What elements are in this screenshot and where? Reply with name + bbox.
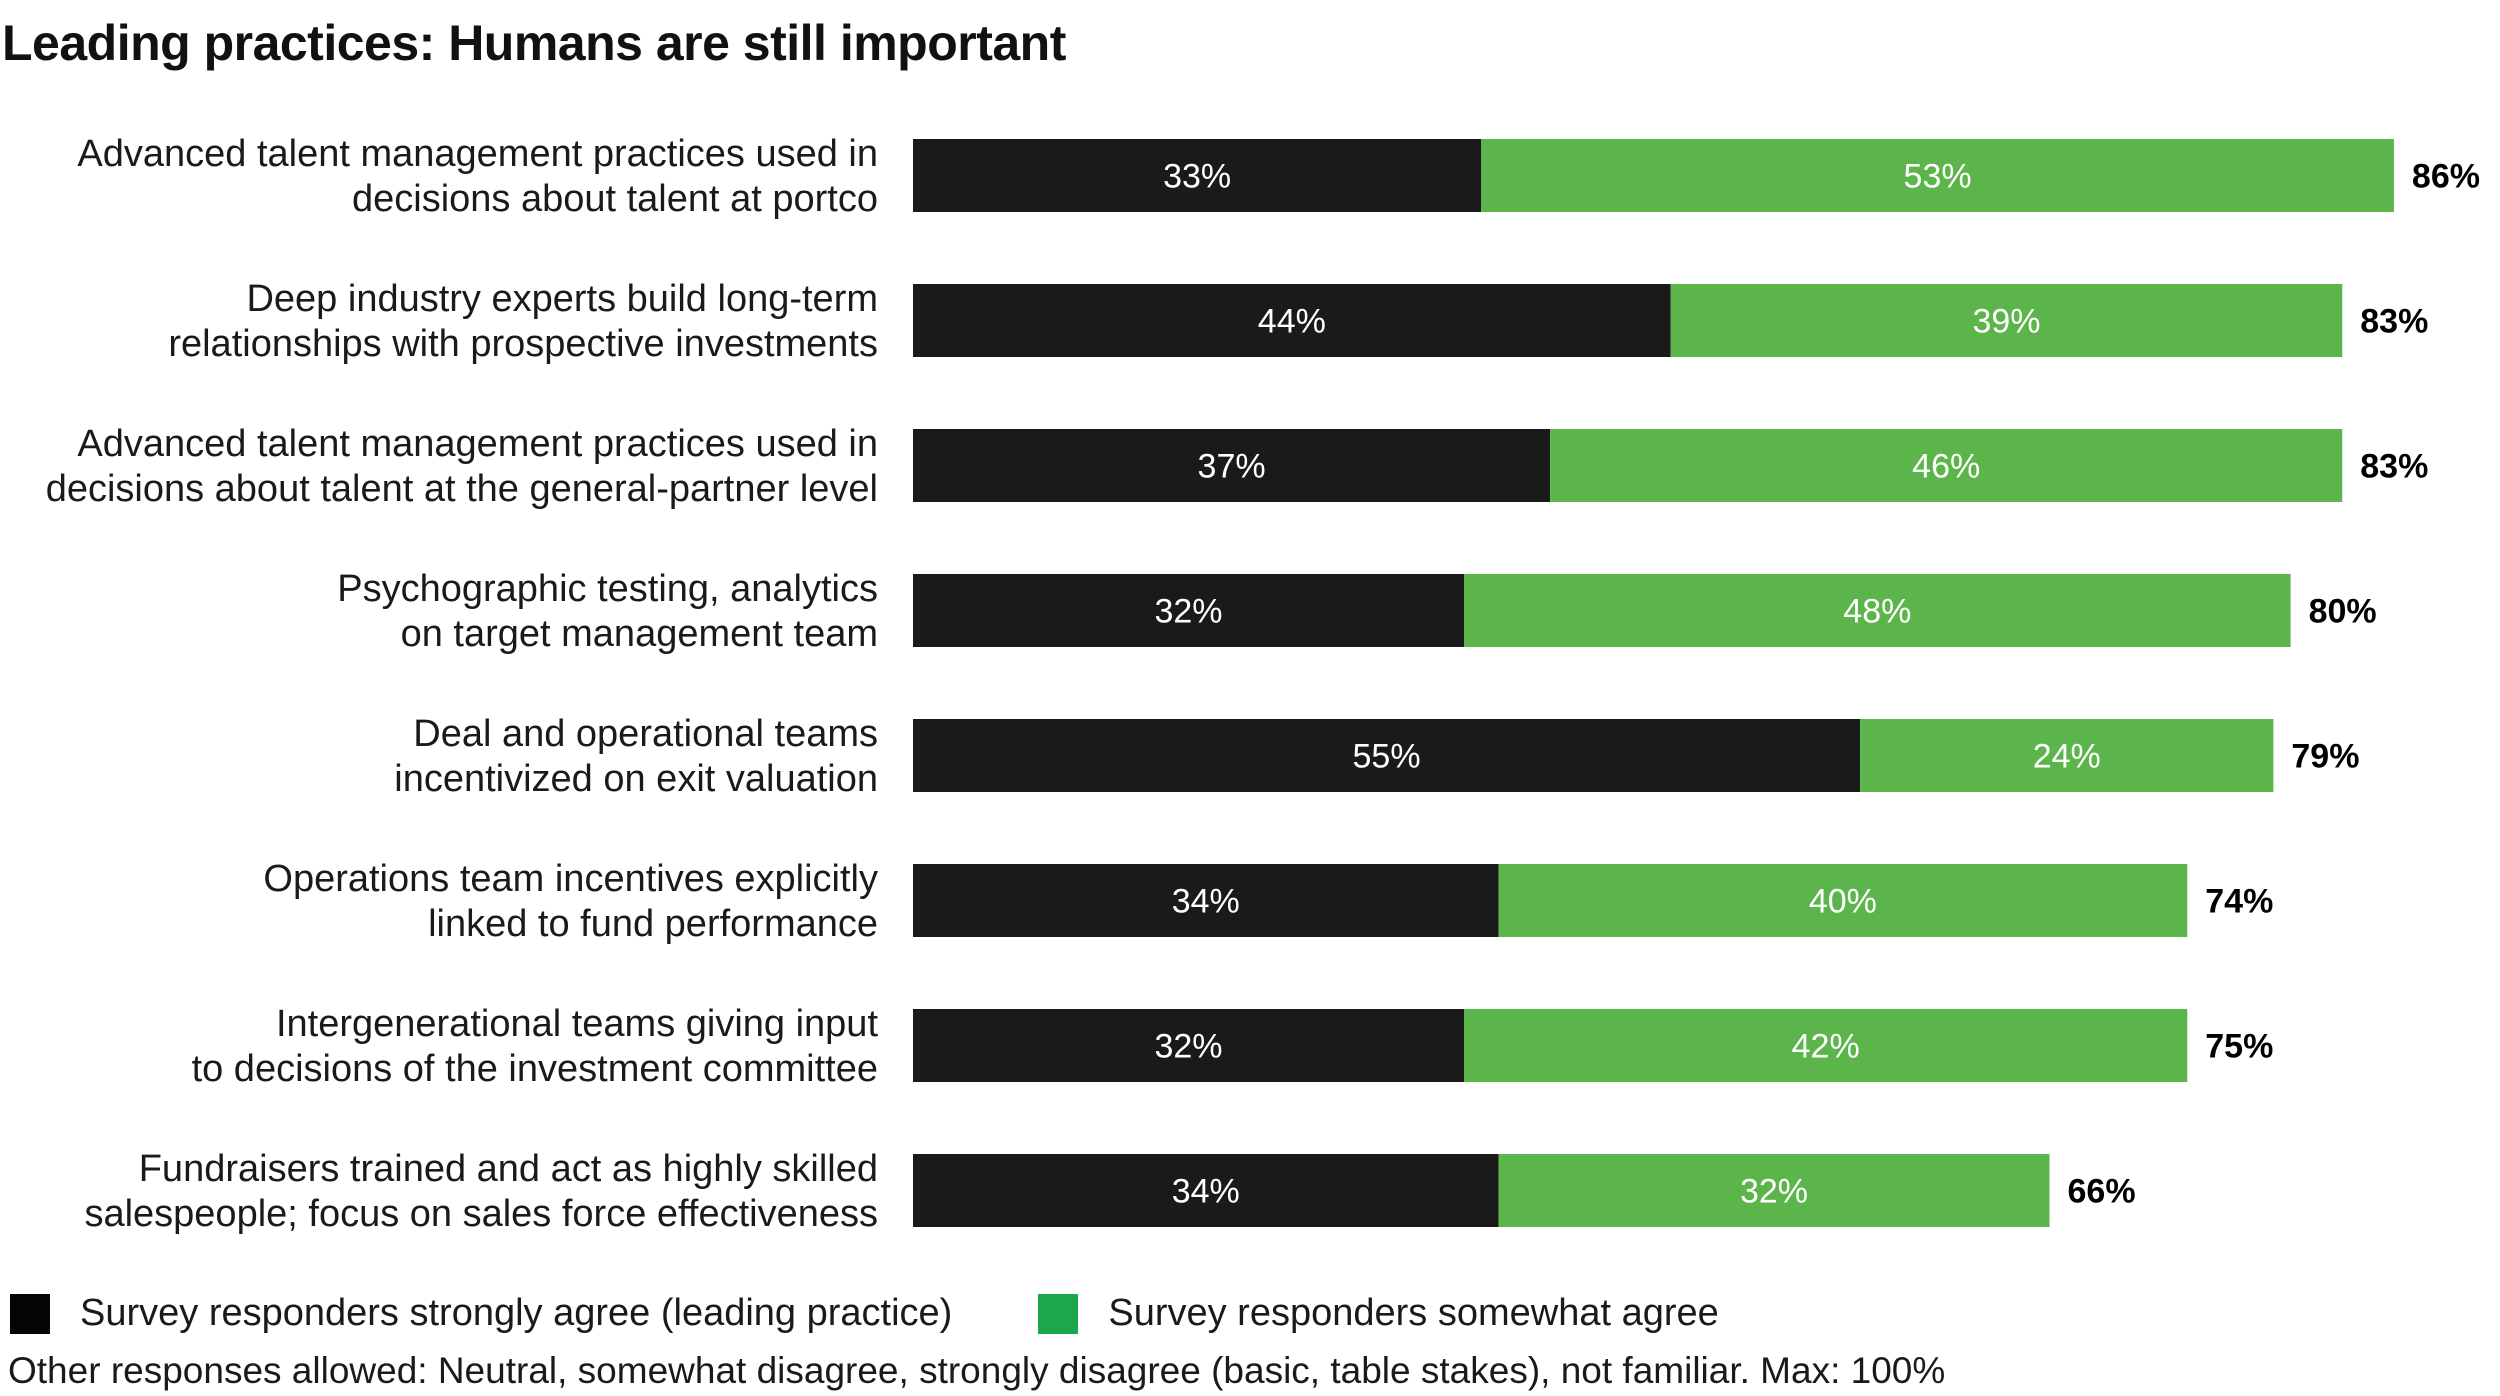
category-label-line: on target management team [401, 613, 878, 655]
segment-label-somewhat-agree: 53% [1904, 158, 1972, 196]
legend-swatch-somewhat-agree [1038, 1293, 1079, 1334]
footnote: Other responses allowed: Neutral, somewh… [8, 1350, 1946, 1391]
total-label: 86% [2412, 158, 2480, 196]
bar-segment-strongly-agree [913, 429, 1551, 502]
category-label: Advanced talent management practices use… [46, 423, 878, 510]
category-label-line: salespeople; focus on sales force effect… [84, 1193, 878, 1235]
category-label-line: incentivized on exit valuation [394, 758, 878, 800]
category-label: Deal and operational teams incentivized o… [394, 713, 878, 800]
legend-item-strongly-agree: Survey responders strongly agree (leadin… [10, 1292, 952, 1335]
segment-label-strongly-agree: 34% [1172, 883, 1240, 921]
total-label: 79% [2291, 738, 2359, 776]
bar-segment-strongly-agree [913, 574, 1465, 647]
segment-label-somewhat-agree: 24% [2033, 738, 2101, 776]
segment-label-strongly-agree: 33% [1163, 158, 1231, 196]
bar-segment-somewhat-agree [1498, 864, 2188, 937]
segment-label-somewhat-agree: 48% [1843, 593, 1911, 631]
category-label: Advanced talent management practices use… [77, 133, 878, 220]
total-label: 83% [2360, 303, 2428, 341]
bar-segment-strongly-agree [913, 719, 1861, 792]
legend-label-strongly-agree: Survey responders strongly agree (leadin… [80, 1292, 953, 1334]
total-label: 83% [2360, 448, 2428, 486]
bar-segment-somewhat-agree [1498, 1154, 2050, 1227]
category-label-line: Operations team incentives explicitly [263, 858, 878, 900]
legend-swatch-strongly-agree [10, 1293, 50, 1334]
bar-segment-somewhat-agree [1860, 719, 2274, 792]
chart-title: Leading practices: Humans are still impo… [2, 15, 1066, 71]
bar-segment-somewhat-agree [1481, 139, 2394, 212]
bar-segment-somewhat-agree [1464, 1009, 2188, 1082]
category-label-line: linked to fund performance [428, 903, 878, 945]
category-label-line: Psychographic testing, analytics [337, 568, 878, 610]
bar-segment-somewhat-agree [1464, 574, 2291, 647]
category-label: Operations team incentives explicitly lin… [263, 858, 878, 945]
category-label-line: Advanced talent management practices use… [77, 423, 878, 465]
category-label-line: Advanced talent management practices use… [77, 133, 878, 175]
category-label: Fundraisers trained and act as highly sk… [84, 1148, 878, 1235]
category-label-line: decisions about talent at the general-pa… [46, 468, 878, 510]
total-label: 74% [2205, 883, 2273, 921]
bar-segment-strongly-agree [913, 1009, 1465, 1082]
category-label-line: relationships with prospective investmen… [168, 323, 878, 365]
legend-label-somewhat-agree: Survey responders somewhat agree [1108, 1292, 1719, 1334]
bar-segment-strongly-agree [913, 139, 1482, 212]
category-label: Intergenerational teams giving input to d… [192, 1003, 879, 1090]
bar-segment-strongly-agree [913, 864, 1499, 937]
bar-segment-strongly-agree [913, 284, 1671, 357]
segment-label-somewhat-agree: 32% [1740, 1173, 1808, 1211]
total-label: 75% [2205, 1028, 2273, 1066]
category-label-line: Fundraisers trained and act as highly sk… [139, 1148, 878, 1190]
segment-label-somewhat-agree: 46% [1912, 448, 1980, 486]
category-label: Psychographic testing, analytics on targe… [337, 568, 878, 655]
category-label-line: decisions about talent at portco [352, 178, 878, 220]
legend-item-somewhat-agree: Survey responders somewhat agree [1038, 1292, 1719, 1335]
category-label: Deep industry experts build long-term rel… [168, 278, 878, 365]
bar-segment-strongly-agree [913, 1154, 1499, 1227]
category-label-line: to decisions of the investment committee [192, 1048, 878, 1090]
legend: Survey responders strongly agree (leadin… [10, 1292, 1805, 1335]
segment-label-somewhat-agree: 39% [1972, 303, 2040, 341]
segment-label-somewhat-agree: 42% [1792, 1028, 1860, 1066]
category-label-line: Intergenerational teams giving input [276, 1003, 878, 1045]
bar-segment-somewhat-agree [1670, 284, 2343, 357]
segment-label-strongly-agree: 32% [1154, 1028, 1222, 1066]
segment-label-strongly-agree: 55% [1353, 738, 1421, 776]
category-label-line: Deal and operational teams [413, 713, 878, 755]
bar-segment-somewhat-agree [1550, 429, 2343, 502]
total-label: 80% [2309, 593, 2377, 631]
category-label-line: Deep industry experts build long-term [246, 278, 878, 320]
segment-label-strongly-agree: 34% [1172, 1173, 1240, 1211]
segment-label-strongly-agree: 37% [1198, 448, 1266, 486]
stacked-bar-chart: Advanced talent management practices use… [46, 133, 2480, 1235]
segment-label-somewhat-agree: 40% [1809, 883, 1877, 921]
total-label: 66% [2068, 1173, 2136, 1211]
segment-label-strongly-agree: 32% [1154, 593, 1222, 631]
segment-label-strongly-agree: 44% [1258, 303, 1326, 341]
